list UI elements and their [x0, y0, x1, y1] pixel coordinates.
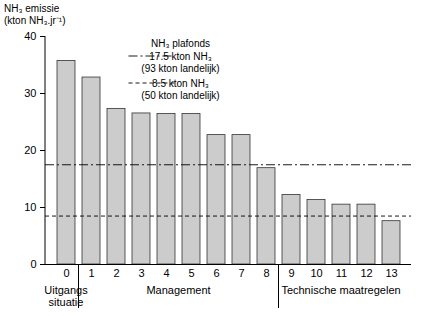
html-text:NH₃ emissie (kton NH₃.jr⁻¹): NH₃ emissie (kton NH₃.jr⁻¹): [4, 3, 66, 26]
svg-text:4: 4: [163, 267, 169, 279]
svg-text:2: 2: [113, 267, 119, 279]
svg-text:6: 6: [213, 267, 219, 279]
svg-text:12: 12: [360, 267, 372, 279]
svg-text:0: 0: [30, 258, 36, 270]
svg-text:10: 10: [310, 267, 322, 279]
svg-text:20: 20: [24, 144, 36, 156]
svg-text:Technische maatregelen: Technische maatregelen: [281, 284, 400, 296]
svg-text:Uitgangssituatie: Uitgangssituatie: [44, 284, 88, 308]
svg-text:8: 8: [263, 267, 269, 279]
svg-text:0: 0: [63, 267, 69, 279]
svg-text:40: 40: [24, 30, 36, 42]
svg-text:30: 30: [24, 87, 36, 99]
svg-text:7: 7: [238, 267, 244, 279]
svg-text:17.5 kton NH₃: 17.5 kton NH₃: [149, 51, 211, 62]
svg-text:3: 3: [138, 267, 144, 279]
svg-text:(93 kton landelijk): (93 kton landelijk): [141, 63, 219, 74]
svg-text:(50 kton landelijk): (50 kton landelijk): [141, 90, 219, 101]
svg-text:5: 5: [188, 267, 194, 279]
svg-text:13: 13: [385, 267, 397, 279]
svg-text:Management: Management: [146, 284, 210, 296]
svg-text:10: 10: [24, 201, 36, 213]
svg-text:9: 9: [288, 267, 294, 279]
svg-text:11: 11: [336, 267, 347, 279]
svg-text:NH₃ plafonds: NH₃ plafonds: [151, 38, 210, 49]
svg-text:8.5 kton NH₃: 8.5 kton NH₃: [152, 78, 209, 89]
svg-text:1: 1: [88, 267, 94, 279]
